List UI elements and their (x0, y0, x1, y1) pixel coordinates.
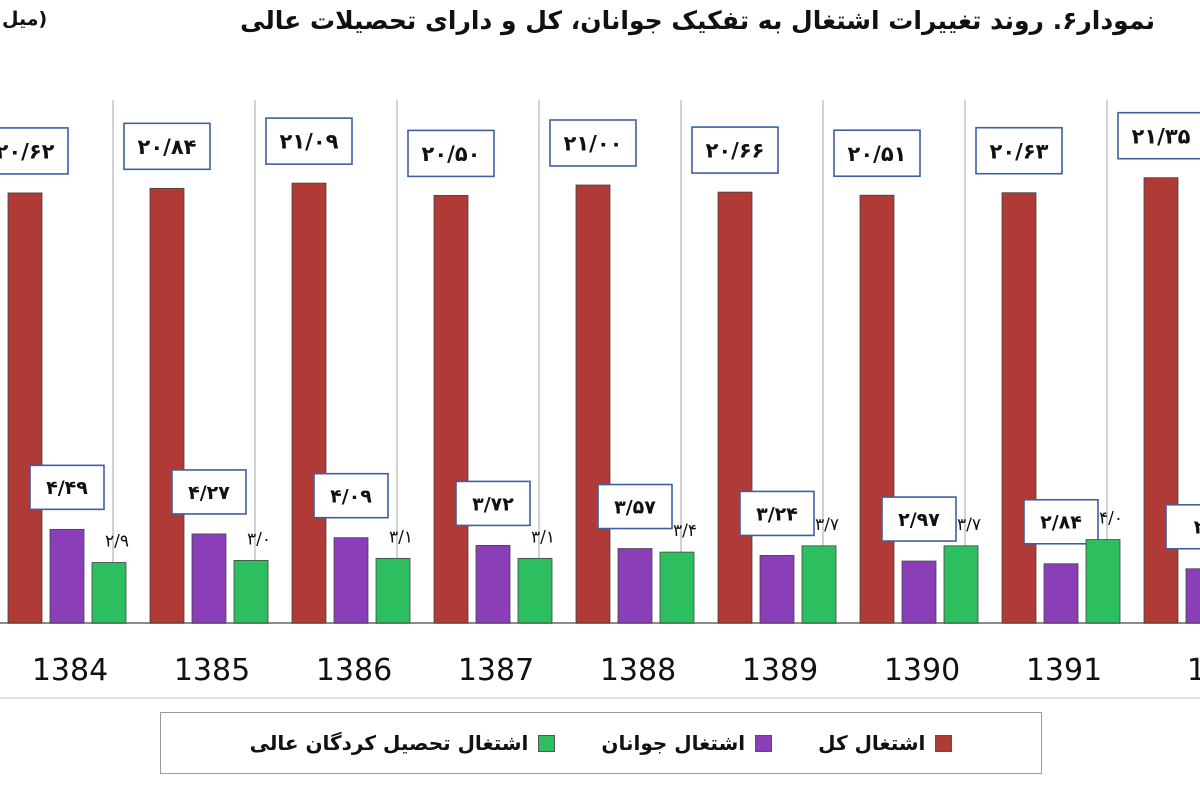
bar-youth (49, 528, 85, 624)
data-label-youth-box (171, 469, 247, 515)
x-tick-label: 1386 (316, 653, 392, 688)
data-label-youth-box (597, 483, 673, 530)
x-tick-label: 1384 (32, 653, 108, 688)
data-label-youth: ۲/۹۷ (898, 509, 940, 531)
data-label-youth: ۴/۰۹ (330, 486, 372, 508)
data-label-total: ۲۰/۶۶ (706, 139, 765, 163)
data-label-graduates: ۳/۱ (531, 527, 555, 547)
bar-graduates (943, 545, 979, 624)
data-label-total-box (407, 129, 495, 178)
bar-total (291, 182, 327, 624)
x-tick-label: 1389 (742, 653, 818, 688)
data-label-youth: ۳/۵۷ (614, 496, 656, 518)
legend-swatch-graduates (538, 734, 556, 752)
data-label-total-box (549, 119, 637, 167)
data-label-youth-box (29, 464, 105, 511)
data-label-graduates: ۳/۰ (247, 529, 271, 549)
bar-youth (1185, 568, 1200, 624)
data-label-youth: ۴/۲۷ (188, 482, 230, 504)
bar-total (575, 184, 611, 624)
x-tick-label: 1388 (600, 653, 676, 688)
data-label-youth-box (455, 480, 531, 527)
x-tick-label: 1390 (884, 653, 960, 688)
data-label-graduates: ۳/۴ (673, 521, 697, 541)
data-label-youth-box (1023, 498, 1099, 545)
bar-youth (759, 555, 795, 624)
unit-label: (میل (2, 8, 48, 30)
chart-title: نمودار۶. روند تغییرات اشتغال به تفکیک جو… (240, 6, 1155, 35)
data-label-youth-box (313, 472, 389, 519)
data-label-total: ۲۰/۵۱ (848, 142, 907, 166)
bar-graduates (233, 560, 269, 624)
bar-youth (901, 560, 937, 624)
data-label-total: ۲۰/۶۲ (0, 139, 55, 163)
data-label-total-box (0, 127, 69, 175)
bar-total (7, 192, 43, 624)
legend-label-youth: اشتغال جوانان (601, 731, 746, 755)
legend-swatch-total (935, 734, 953, 752)
data-label-total: ۲۱/۰۹ (280, 130, 339, 154)
bar-graduates (1085, 539, 1121, 624)
data-label-youth: ۲/ (1194, 517, 1200, 539)
data-label-total: ۲۰/۶۳ (990, 139, 1049, 163)
bar-youth (191, 533, 227, 624)
data-label-youth-box (739, 490, 815, 537)
bar-total (1001, 192, 1037, 624)
data-label-total: ۲۱/۳۵ (1132, 124, 1191, 148)
bar-youth (1043, 563, 1079, 624)
bar-graduates (517, 557, 553, 624)
bar-youth (475, 545, 511, 624)
bar-graduates (659, 551, 695, 624)
data-label-youth: ۲/۸۴ (1040, 512, 1082, 534)
bar-total (149, 187, 185, 624)
data-label-total: ۲۰/۸۴ (138, 135, 197, 159)
bar-chart: 1384 ۲۰/۶۲ ۴/۴۹ ۲/۹ 1385 ۲۰/۸۴ ۴/۲۷ ۳/۰ 1386 ۲۱/۰… (0, 100, 1200, 699)
legend-item-youth: اشتغال جوانان (601, 731, 773, 755)
data-label-youth: ۳/۷۲ (472, 493, 514, 515)
legend-label-total: اشتغال کل (818, 731, 926, 755)
bar-total (859, 194, 895, 624)
data-label-total: ۲۰/۵۰ (422, 142, 481, 166)
data-label-graduates: ۳/۱ (389, 527, 413, 547)
data-label-total-box (265, 117, 353, 165)
x-tick-label: 13 (1187, 653, 1200, 688)
data-label-total-box (691, 126, 779, 174)
data-label-graduates: ۳/۷ (957, 515, 981, 535)
bar-youth (617, 548, 653, 624)
bar-graduates (375, 557, 411, 624)
bar-graduates (801, 545, 837, 624)
legend-label-graduates: اشتغال تحصیل کردگان عالی (249, 731, 529, 755)
bar-total (717, 191, 753, 624)
data-label-total: ۲۱/۰۰ (564, 132, 623, 156)
data-label-youth-box (1165, 503, 1200, 550)
x-tick-label: 1387 (458, 653, 534, 688)
data-label-youth: ۴/۴۹ (46, 477, 88, 499)
legend: اشتغال کل اشتغال جوانان اشتغال تحصیل کرد… (160, 712, 1042, 774)
x-tick-label: 1391 (1026, 653, 1102, 688)
bar-total (1143, 177, 1179, 624)
data-label-youth: ۳/۲۴ (756, 503, 798, 525)
legend-item-graduates: اشتغال تحصیل کردگان عالی (250, 731, 556, 755)
bar-total (433, 195, 469, 624)
data-label-total-box (975, 126, 1063, 175)
bar-graduates (91, 562, 127, 624)
legend-item-total: اشتغال کل (818, 731, 953, 755)
data-label-graduates: ۴/۰ (1099, 509, 1123, 529)
data-label-total-box (1117, 111, 1200, 160)
x-tick-label: 1385 (174, 653, 250, 688)
data-label-graduates: ۳/۷ (815, 515, 839, 535)
data-label-total-box (123, 122, 211, 171)
bar-youth (333, 537, 369, 624)
data-label-total-box (833, 129, 921, 178)
legend-swatch-youth (755, 734, 773, 752)
data-label-graduates: ۲/۹ (105, 532, 129, 552)
data-label-youth-box (881, 496, 957, 542)
